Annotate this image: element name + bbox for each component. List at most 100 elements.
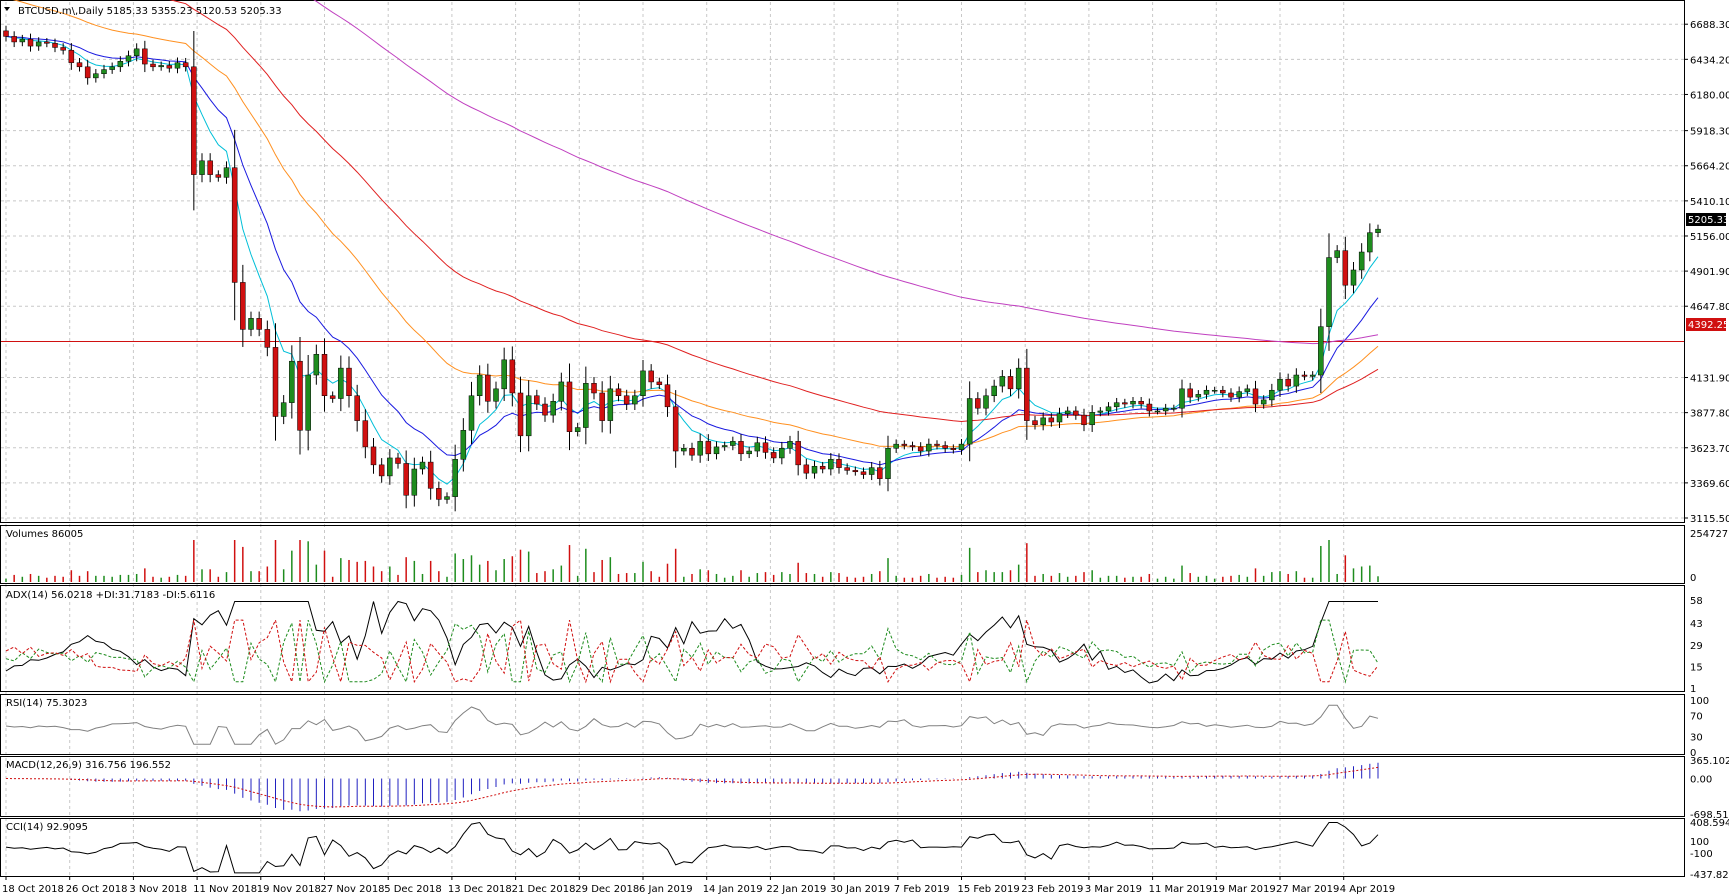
candle-body-3 <box>27 38 34 47</box>
candle-body-119 <box>975 398 981 409</box>
adx-lines <box>5 600 1379 684</box>
candle-body-126 <box>1032 420 1038 426</box>
candle-body-163 <box>1334 250 1340 258</box>
candle-body-64 <box>525 395 532 437</box>
candle-body-34 <box>280 402 287 417</box>
candle-body-131 <box>1073 410 1079 416</box>
candle-body-62 <box>509 359 516 394</box>
candle-body-51 <box>419 461 426 470</box>
candle-body-151 <box>1236 391 1242 398</box>
candle-body-73 <box>599 392 605 421</box>
cci-tick-2: -100 <box>1690 849 1713 860</box>
candle-body-94 <box>770 452 777 459</box>
candle-body-10 <box>84 66 91 79</box>
x-tick-0: 18 Oct 2018 <box>2 884 64 895</box>
candle-body-6 <box>52 43 58 48</box>
candle-body-86 <box>705 441 712 455</box>
candle-body-47 <box>387 457 393 477</box>
candle-body-133 <box>1089 412 1095 426</box>
candle-body-120 <box>983 395 989 409</box>
x-tick-1: 26 Oct 2018 <box>66 884 128 895</box>
candle-body-53 <box>436 488 442 500</box>
price-tick-0: 6688.30 <box>1690 20 1729 31</box>
candle-body-141 <box>1154 410 1161 413</box>
candle-body-113 <box>926 443 932 452</box>
candle-body-101 <box>828 459 834 470</box>
candle-body-108 <box>885 448 891 479</box>
candle-body-67 <box>550 401 556 416</box>
x-tick-20: 27 Mar 2019 <box>1276 884 1339 895</box>
candle-body-40 <box>329 395 336 399</box>
x-tick-2: 3 Nov 2018 <box>129 884 187 895</box>
candle-body-15 <box>125 55 132 62</box>
candle-body-68 <box>558 381 565 402</box>
x-tick-7: 13 Dec 2018 <box>448 884 512 895</box>
rsi-pane: RSI(14) 75.3023 100 70 30 0 <box>0 694 1709 759</box>
candle-body-35 <box>289 360 295 403</box>
candle-body-148 <box>1211 389 1218 392</box>
candle-body-157 <box>1285 378 1291 387</box>
candle-body-82 <box>672 406 679 452</box>
candle-body-132 <box>1081 414 1087 426</box>
volume-tick-min: 0 <box>1690 573 1696 584</box>
price-tick-3: 5918.30 <box>1690 127 1729 138</box>
x-tick-15: 15 Feb 2019 <box>958 884 1020 895</box>
candle-body-45 <box>370 446 377 466</box>
macd-label: MACD(12,26,9) 316.756 196.552 <box>6 760 171 771</box>
candle-body-105 <box>860 471 867 475</box>
candle-body-11 <box>93 73 99 79</box>
candle-body-134 <box>1097 410 1104 413</box>
ma-slow-line <box>12 0 1379 448</box>
candle-body-85 <box>697 441 703 456</box>
candle-body-128 <box>1048 417 1055 423</box>
candle-body-41 <box>338 367 344 399</box>
candle-body-152 <box>1244 388 1251 392</box>
candle-body-58 <box>476 374 483 397</box>
candle-body-102 <box>836 459 842 468</box>
candle-body-147 <box>1203 389 1210 395</box>
candle-body-158 <box>1293 374 1300 387</box>
candle-body-121 <box>991 385 997 397</box>
candle-body-27 <box>223 167 230 178</box>
adx-tick-0: 58 <box>1690 596 1703 607</box>
candle-body-106 <box>868 467 875 475</box>
cci-tick-3: -437.8226 <box>1690 870 1729 881</box>
candle-body-124 <box>1015 367 1022 390</box>
candle-body-75 <box>615 388 622 397</box>
candle-body-74 <box>607 388 614 421</box>
candle-body-90 <box>738 441 744 455</box>
candle-body-154 <box>1260 399 1267 405</box>
candle-body-139 <box>1138 401 1144 405</box>
candle-body-50 <box>411 468 418 496</box>
candle-body-92 <box>754 442 761 452</box>
x-tick-10: 6 Jan 2019 <box>639 884 693 895</box>
x-tick-4: 19 Nov 2018 <box>257 884 321 895</box>
adx-tick-1: 43 <box>1690 619 1703 630</box>
price-tick-4: 5664.20 <box>1690 162 1729 173</box>
adx-tick-2: 29 <box>1690 641 1703 652</box>
candle-body-12 <box>101 69 107 74</box>
ma-fast-line <box>5 35 1379 485</box>
candle-body-149 <box>1220 389 1226 394</box>
macd-tick-1: 0.00 <box>1690 775 1712 786</box>
candle-body-122 <box>999 376 1006 387</box>
candle-body-146 <box>1195 394 1202 398</box>
price-tick-2: 6180.00 <box>1690 90 1729 101</box>
candle-body-31 <box>256 318 262 330</box>
current-price-text: 5205.33 <box>1688 215 1729 226</box>
macd-tick-2: -698.51 <box>1690 810 1729 821</box>
candle-body-164 <box>1342 250 1349 286</box>
candle-body-1 <box>11 36 17 43</box>
candle-body-100 <box>819 465 826 470</box>
candle-body-20 <box>166 65 173 69</box>
adx-label: ADX(14) 56.0218 +DI:31.7183 -DI:5.6116 <box>6 590 215 601</box>
volume-tick-max: 254727 <box>1690 529 1728 540</box>
macd-tick-0: 365.102 <box>1690 756 1729 767</box>
candle-body-37 <box>305 374 311 431</box>
chevron-down-icon[interactable] <box>4 7 10 11</box>
rsi-tick-3: 0 <box>1690 748 1696 759</box>
x-tick-19: 19 Mar 2019 <box>1212 884 1275 895</box>
